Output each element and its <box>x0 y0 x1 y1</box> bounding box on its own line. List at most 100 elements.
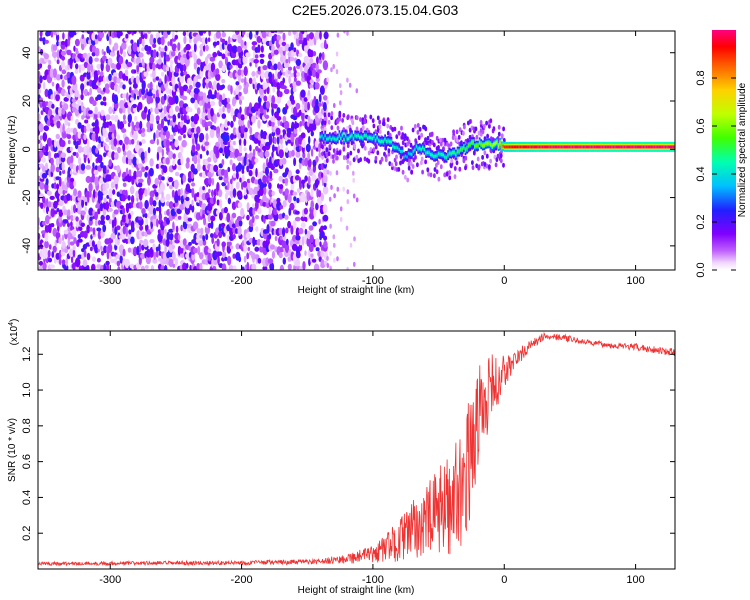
spectrogram-x-ticks: -300 -200 -100 0 100 <box>99 31 645 287</box>
spectrogram-cell <box>212 51 218 58</box>
spectrogram-cell <box>191 133 195 139</box>
x-tick-label: 0 <box>501 275 507 287</box>
spectrogram-cell <box>162 131 167 136</box>
spectrogram-cell <box>455 129 459 135</box>
tone-track-core <box>527 145 530 149</box>
spectrogram-cell <box>378 129 382 135</box>
spectrogram-cell <box>108 159 112 167</box>
y-tick-label: 0.4 <box>21 490 33 505</box>
spectrogram-cell <box>182 174 187 183</box>
spectrogram-cell <box>145 165 149 171</box>
spectrogram-cell <box>201 36 206 47</box>
spectrogram-cell <box>307 158 312 168</box>
spectrogram-cell <box>279 184 284 190</box>
spectrogram-cell <box>48 150 51 160</box>
tone-track-core <box>521 145 524 149</box>
spectrogram-cell <box>262 162 266 172</box>
spectrogram-cell <box>191 187 195 198</box>
tone-track-core <box>354 133 357 137</box>
spectrogram-cell <box>410 169 413 175</box>
spectrogram-cell <box>499 153 503 159</box>
tone-track-core <box>669 145 672 149</box>
spectrogram-cell <box>155 84 159 90</box>
spectrogram-cell <box>51 103 55 109</box>
spectrogram-cell <box>215 73 221 82</box>
spectrogram-cell <box>94 219 98 227</box>
tone-track-core <box>404 154 407 158</box>
spectrogram-cell <box>194 150 198 156</box>
spectrogram-cell <box>218 52 223 57</box>
spectrogram-cell <box>272 87 276 93</box>
spectrogram-cell <box>105 168 110 174</box>
x-tick-label: -200 <box>231 275 253 287</box>
tone-track-core <box>604 145 607 149</box>
spectrogram-cell <box>435 162 438 168</box>
spectrogram-cell <box>327 112 331 118</box>
spectrogram-cell <box>230 120 234 128</box>
spectrogram-cell <box>218 60 223 69</box>
tone-track-core <box>319 135 322 139</box>
spectrogram-cell <box>108 207 113 212</box>
spectrogram-cell <box>165 87 170 95</box>
spectrogram-cell <box>67 237 71 248</box>
spectrogram-cell <box>246 261 250 270</box>
spectrogram-cell <box>355 197 359 203</box>
spectrogram-cell <box>301 139 306 148</box>
spectrogram-cell <box>74 68 79 74</box>
spectrogram-cell <box>71 229 77 236</box>
spectrogram-cell <box>268 71 273 79</box>
spectrogram-cell <box>84 119 89 124</box>
spectrogram-cell <box>372 123 376 129</box>
spectrogram-cell <box>66 193 71 201</box>
spectrogram-cell <box>253 179 260 185</box>
spectrogram-cell <box>60 152 67 158</box>
tone-track-core <box>351 133 353 137</box>
tone-track-core <box>620 145 623 149</box>
spectrogram-cell <box>346 31 349 36</box>
spectrogram-cell <box>191 182 196 187</box>
spectrogram-cell <box>309 119 314 124</box>
spectrogram-cell <box>240 123 246 134</box>
spectrogram-cell <box>71 102 77 108</box>
spectrogram-cell <box>357 148 360 154</box>
spectrogram-cell <box>287 263 292 270</box>
spectrogram-cell <box>144 63 148 72</box>
spectrogram-cell <box>287 256 292 262</box>
spectrogram-cell <box>121 214 127 223</box>
tone-track-core <box>321 134 323 138</box>
spectrogram-cell <box>43 125 49 132</box>
spectrogram-cell <box>346 77 349 83</box>
spectrogram-cell <box>103 197 107 204</box>
spectrogram-cell <box>223 140 229 145</box>
tone-track-core <box>417 147 420 151</box>
spectrogram-cell <box>132 202 138 208</box>
spectrogram-cell <box>448 170 451 175</box>
spectrogram-cell <box>73 139 77 146</box>
spectrogram-cell <box>290 225 294 235</box>
spectrogram-cell <box>295 227 300 238</box>
tone-track-core <box>612 145 615 149</box>
tone-track-core <box>327 137 330 141</box>
tone-track-core <box>660 145 662 149</box>
spectrogram-cell <box>238 220 243 227</box>
spectrogram-cell <box>273 49 279 55</box>
spectrogram-cell <box>164 228 167 235</box>
spectrogram-cell <box>363 156 367 162</box>
spectrogram-cell <box>152 49 157 59</box>
spectrogram-cell <box>289 56 295 62</box>
spectrogram-cell <box>58 176 62 187</box>
spectrogram-cell <box>70 195 73 202</box>
spectrogram-cell <box>298 227 304 235</box>
spectrogram-cell <box>121 155 127 164</box>
spectrogram-cell <box>139 120 143 130</box>
tone-track-core <box>587 145 590 149</box>
spectrogram-cell <box>299 239 303 246</box>
spectrogram-cell <box>367 158 371 164</box>
spectrogram-cell <box>330 125 334 130</box>
spectrogram-cell <box>476 156 480 162</box>
tone-track-core <box>396 146 399 150</box>
spectrogram-cell <box>210 100 216 106</box>
tone-track-core <box>434 154 437 158</box>
spectrogram-cell <box>244 41 247 46</box>
spectrogram-cell <box>147 176 151 186</box>
